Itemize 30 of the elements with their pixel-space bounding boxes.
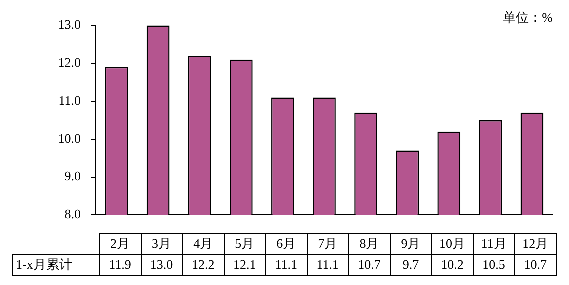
text: 单位：% — [503, 10, 554, 25]
y-tick-label: 12.0 — [58, 55, 81, 70]
data-label: 10.2 — [432, 254, 474, 276]
data-label: 11.1 — [307, 254, 349, 276]
data-label: 12.2 — [182, 254, 224, 276]
y-tick-label: 8.0 — [64, 206, 81, 222]
x-tick-label: 8月 — [348, 234, 390, 254]
x-tick-label: 3月 — [141, 234, 183, 254]
x-tick-label: 12月 — [514, 234, 556, 254]
x-tick-label: 10月 — [432, 234, 474, 254]
y-tick-label: 13.0 — [58, 17, 81, 32]
data-label: 10.7 — [348, 254, 390, 276]
data-label: 13.0 — [141, 254, 183, 276]
data-label: 10.7 — [514, 254, 556, 276]
y-tick-label: 9.0 — [64, 168, 81, 184]
data-label: 11.1 — [266, 254, 308, 276]
x-tick-label: 4月 — [182, 234, 224, 254]
data-label: 10.5 — [473, 254, 515, 276]
y-tick-label: 10.0 — [58, 130, 81, 146]
x-tick-label: 6月 — [266, 234, 308, 254]
x-tick-label: 11月 — [473, 234, 515, 254]
x-tick-label: 9月 — [390, 234, 432, 254]
x-tick-label: 5月 — [224, 234, 266, 254]
y-tick-label: 11.0 — [58, 92, 81, 108]
text: 1-x月累计 — [12, 254, 100, 276]
data-label: 12.1 — [224, 254, 266, 276]
data-label: 11.9 — [100, 254, 142, 276]
data-label: 9.7 — [390, 254, 432, 276]
x-tick-label: 7月 — [307, 234, 349, 254]
x-tick-label: 2月 — [100, 234, 142, 254]
